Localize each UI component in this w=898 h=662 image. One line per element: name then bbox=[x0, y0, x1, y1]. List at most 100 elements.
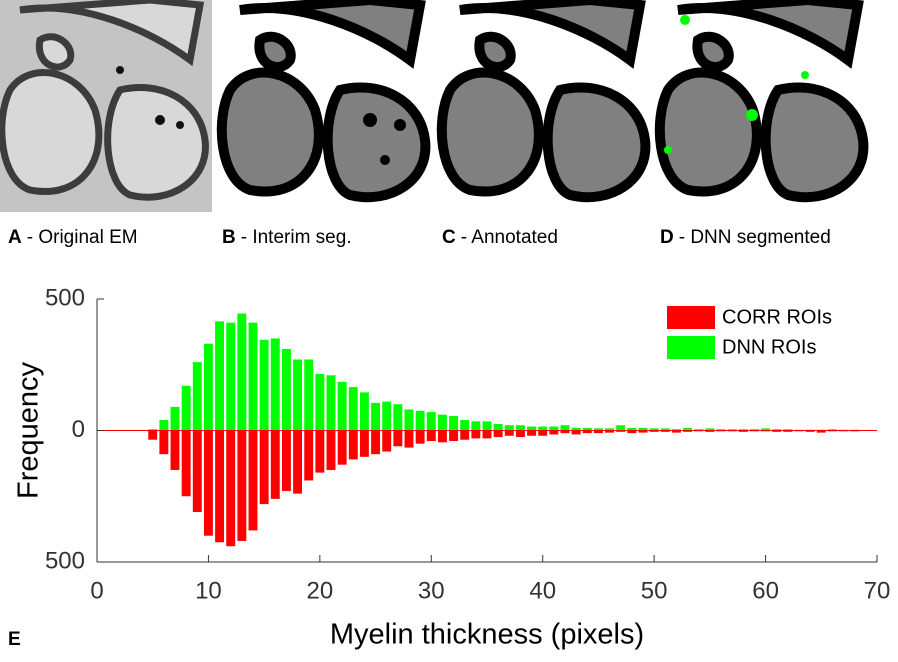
bar bbox=[270, 338, 280, 431]
bar bbox=[293, 359, 303, 431]
bar bbox=[504, 425, 514, 431]
bar bbox=[549, 430, 559, 435]
x-tick-label: 50 bbox=[641, 577, 668, 604]
bar bbox=[382, 430, 392, 452]
bar bbox=[738, 429, 748, 431]
bar bbox=[816, 430, 826, 433]
x-tick-label: 30 bbox=[418, 577, 445, 604]
bar bbox=[638, 430, 648, 433]
bar bbox=[571, 427, 581, 431]
legend-label: CORR ROIs bbox=[722, 306, 832, 328]
bar bbox=[660, 430, 670, 432]
bar bbox=[671, 430, 681, 433]
bar bbox=[293, 430, 303, 494]
bar bbox=[493, 430, 503, 438]
bar bbox=[170, 430, 180, 470]
panel-letter: B bbox=[222, 227, 236, 248]
bar bbox=[493, 423, 503, 431]
x-tick-label: 10 bbox=[195, 577, 222, 604]
bar bbox=[560, 430, 570, 434]
bar bbox=[348, 387, 358, 431]
panel-caption: D- DNN segmented bbox=[660, 227, 831, 248]
bar bbox=[337, 430, 347, 465]
bar bbox=[460, 430, 470, 440]
panel-caption: B- Interim seg. bbox=[222, 227, 352, 248]
bar bbox=[783, 430, 793, 432]
bar bbox=[181, 430, 191, 497]
bar bbox=[660, 428, 670, 431]
bar bbox=[671, 429, 681, 431]
bar bbox=[215, 430, 225, 543]
caption-text: - Annotated bbox=[461, 227, 558, 248]
bar bbox=[404, 430, 414, 448]
bar bbox=[683, 430, 693, 432]
bar bbox=[337, 381, 347, 431]
bar bbox=[593, 428, 603, 431]
bar bbox=[203, 430, 213, 536]
bar bbox=[148, 430, 158, 440]
bar bbox=[716, 429, 726, 431]
bar bbox=[560, 425, 570, 431]
bar bbox=[482, 430, 492, 439]
caption-text: - Original EM bbox=[27, 227, 138, 248]
y-axis-label: Frequency bbox=[13, 361, 45, 499]
bar bbox=[248, 430, 258, 531]
bar bbox=[605, 430, 615, 433]
caption-text: - DNN segmented bbox=[679, 227, 831, 248]
bar bbox=[348, 430, 358, 460]
bar bbox=[237, 313, 247, 431]
bar bbox=[393, 430, 403, 447]
bar bbox=[404, 409, 414, 431]
bar bbox=[471, 421, 481, 431]
x-tick-label: 40 bbox=[529, 577, 556, 604]
bar bbox=[237, 430, 247, 541]
bar bbox=[248, 322, 258, 431]
bar bbox=[359, 430, 369, 457]
bar bbox=[827, 429, 837, 431]
bar bbox=[649, 430, 659, 432]
bar bbox=[315, 430, 325, 473]
bar bbox=[192, 362, 202, 431]
bar bbox=[415, 410, 425, 431]
bar bbox=[527, 426, 537, 431]
bar bbox=[281, 348, 291, 431]
bar bbox=[549, 426, 559, 431]
legend-swatch bbox=[667, 336, 715, 359]
panel-label: E bbox=[8, 629, 21, 650]
caption-text: - Interim seg. bbox=[241, 227, 352, 248]
bar bbox=[638, 427, 648, 431]
bar bbox=[371, 430, 381, 455]
bar bbox=[259, 430, 269, 505]
bar bbox=[627, 430, 637, 434]
bar bbox=[738, 430, 748, 432]
bar bbox=[215, 321, 225, 431]
bar bbox=[148, 429, 158, 431]
bar bbox=[382, 401, 392, 431]
bar bbox=[593, 430, 603, 434]
bar bbox=[449, 430, 459, 442]
bar bbox=[515, 425, 525, 431]
bar bbox=[582, 430, 592, 434]
bar bbox=[315, 373, 325, 431]
bar bbox=[415, 430, 425, 444]
bar bbox=[281, 430, 291, 491]
bar bbox=[538, 426, 548, 431]
bar bbox=[170, 406, 180, 431]
bar bbox=[304, 359, 314, 431]
bar bbox=[582, 427, 592, 431]
bar bbox=[683, 427, 693, 431]
panel-image bbox=[658, 0, 870, 212]
panel-letter: D bbox=[660, 227, 674, 248]
x-tick-label: 70 bbox=[864, 577, 891, 604]
bar bbox=[426, 412, 436, 431]
bar bbox=[326, 375, 336, 431]
bar bbox=[471, 430, 481, 439]
bar bbox=[270, 430, 280, 499]
bar bbox=[359, 392, 369, 431]
bar bbox=[616, 425, 626, 431]
bar bbox=[571, 430, 581, 435]
bar bbox=[460, 419, 470, 431]
bar bbox=[393, 404, 403, 431]
